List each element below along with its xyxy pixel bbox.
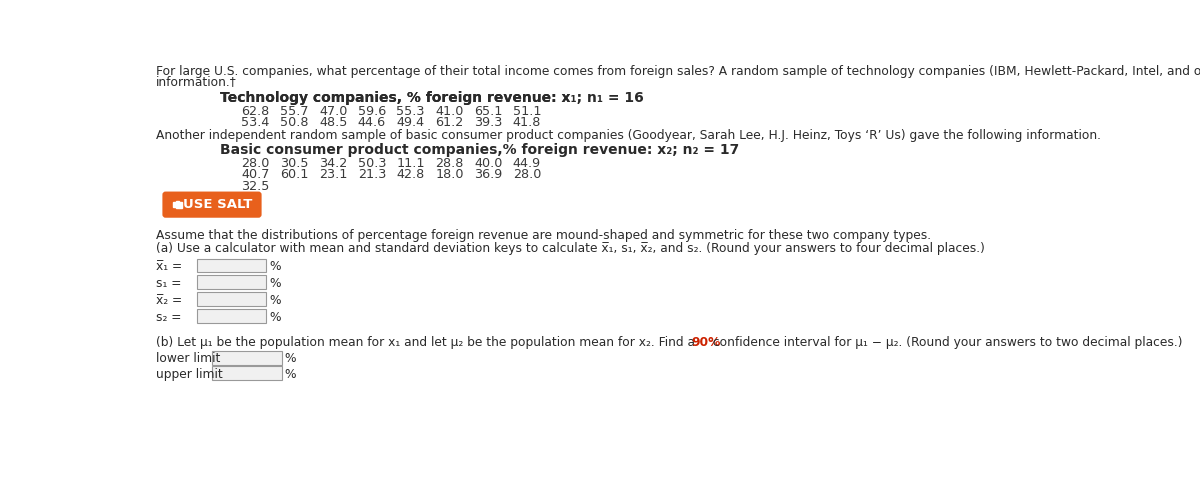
Text: 53.4: 53.4 — [241, 116, 270, 129]
Text: 32.5: 32.5 — [241, 180, 270, 193]
Text: 30.5: 30.5 — [281, 157, 308, 170]
Text: 11.1: 11.1 — [396, 157, 425, 170]
Text: %: % — [284, 368, 296, 381]
Text: 44.9: 44.9 — [512, 157, 541, 170]
Text: For large U.S. companies, what percentage of their total income comes from forei: For large U.S. companies, what percentag… — [156, 65, 1200, 78]
FancyBboxPatch shape — [197, 258, 266, 272]
Text: 55.3: 55.3 — [396, 104, 425, 118]
Text: s₁ =: s₁ = — [156, 277, 181, 290]
Bar — [180, 202, 181, 208]
Text: Technology companies, % foreign revenue: x: Technology companies, % foreign revenue:… — [220, 91, 570, 105]
Text: %: % — [284, 352, 296, 365]
Text: x̅₁ =: x̅₁ = — [156, 260, 182, 273]
Text: s₂ =: s₂ = — [156, 311, 181, 324]
Text: 42.8: 42.8 — [396, 169, 425, 182]
Text: 62.8: 62.8 — [241, 104, 270, 118]
Text: Another independent random sample of basic consumer product companies (Goodyear,: Another independent random sample of bas… — [156, 129, 1102, 142]
Text: Technology companies, % foreign revenue: x₁; n₁ = 16: Technology companies, % foreign revenue:… — [220, 91, 643, 105]
FancyBboxPatch shape — [197, 309, 266, 323]
Text: 40.0: 40.0 — [474, 157, 503, 170]
Text: 39.3: 39.3 — [474, 116, 503, 129]
FancyBboxPatch shape — [197, 292, 266, 306]
Text: 41.0: 41.0 — [436, 104, 463, 118]
Text: information.†: information.† — [156, 75, 236, 88]
Text: 28.0: 28.0 — [512, 169, 541, 182]
Text: 47.0: 47.0 — [319, 104, 347, 118]
Text: 90%: 90% — [691, 335, 721, 348]
Text: (b) Let μ₁ be the population mean for x₁ and let μ₂ be the population mean for x: (b) Let μ₁ be the population mean for x₁… — [156, 335, 700, 348]
Text: 61.2: 61.2 — [436, 116, 463, 129]
Text: %: % — [269, 294, 281, 307]
Text: USE SALT: USE SALT — [182, 198, 252, 211]
Text: x̅₂ =: x̅₂ = — [156, 294, 182, 307]
Text: Assume that the distributions of percentage foreign revenue are mound-shaped and: Assume that the distributions of percent… — [156, 229, 931, 243]
Text: %: % — [269, 260, 281, 273]
Bar — [173, 202, 175, 207]
Text: 41.8: 41.8 — [512, 116, 541, 129]
FancyBboxPatch shape — [212, 366, 282, 380]
Text: 28.0: 28.0 — [241, 157, 270, 170]
Text: 40.7: 40.7 — [241, 169, 270, 182]
Text: 28.8: 28.8 — [436, 157, 463, 170]
Text: 23.1: 23.1 — [319, 169, 347, 182]
Text: Basic consumer product companies,% foreign revenue: x₂; n₂ = 17: Basic consumer product companies,% forei… — [220, 143, 739, 157]
Text: 59.6: 59.6 — [358, 104, 386, 118]
Text: 48.5: 48.5 — [319, 116, 347, 129]
Text: 44.6: 44.6 — [358, 116, 386, 129]
FancyBboxPatch shape — [162, 192, 262, 218]
Text: 50.8: 50.8 — [281, 116, 308, 129]
Text: 36.9: 36.9 — [474, 169, 503, 182]
Text: 65.1: 65.1 — [474, 104, 503, 118]
Text: lower limit: lower limit — [156, 352, 221, 365]
Text: 21.3: 21.3 — [358, 169, 386, 182]
Text: confidence interval for μ₁ − μ₂. (Round your answers to two decimal places.): confidence interval for μ₁ − μ₂. (Round … — [709, 335, 1182, 348]
Text: 18.0: 18.0 — [436, 169, 463, 182]
Text: 55.7: 55.7 — [281, 104, 308, 118]
Text: 50.3: 50.3 — [358, 157, 386, 170]
Text: 51.1: 51.1 — [512, 104, 541, 118]
Text: 49.4: 49.4 — [396, 116, 425, 129]
FancyBboxPatch shape — [212, 351, 282, 365]
Bar — [176, 201, 179, 209]
FancyBboxPatch shape — [197, 275, 266, 289]
Text: upper limit: upper limit — [156, 368, 223, 381]
Text: %: % — [269, 311, 281, 324]
Text: 34.2: 34.2 — [319, 157, 347, 170]
Text: (a) Use a calculator with mean and standard deviation keys to calculate x̅₁, s₁,: (a) Use a calculator with mean and stand… — [156, 243, 985, 255]
Text: 60.1: 60.1 — [281, 169, 308, 182]
Text: %: % — [269, 277, 281, 290]
